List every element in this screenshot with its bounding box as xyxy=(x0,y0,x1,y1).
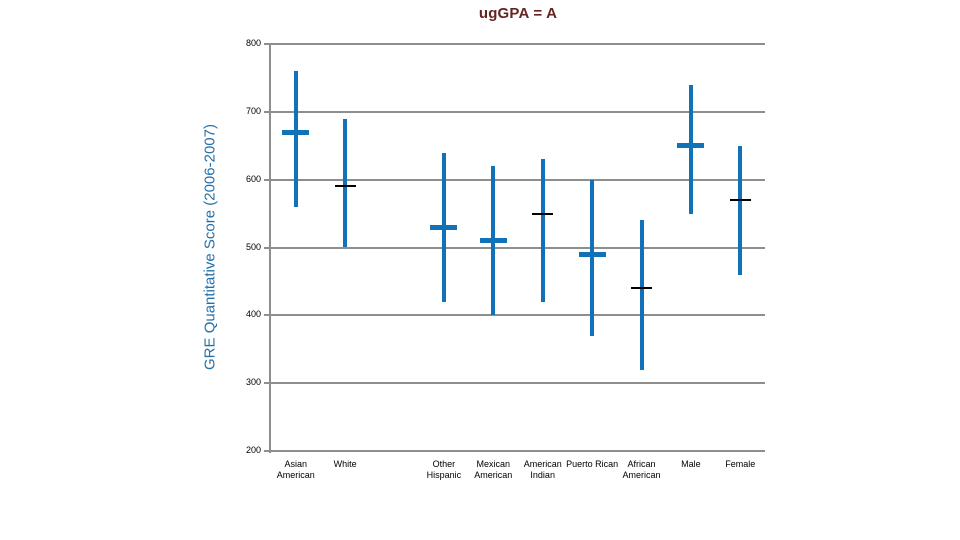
y-axis-tick xyxy=(264,314,271,317)
mean-marker xyxy=(430,224,458,230)
y-tick-label: 600 xyxy=(245,173,261,184)
plot-area: 800 700 600 500 400 300 200 Asian American White… xyxy=(246,38,765,480)
y-axis-tick xyxy=(264,178,271,181)
y-axis-tick xyxy=(264,246,271,249)
gridline xyxy=(271,43,765,45)
hilo-bar xyxy=(293,71,298,207)
gridline xyxy=(271,110,765,113)
category-label: African American xyxy=(622,459,661,480)
y-tick-label: 400 xyxy=(245,309,261,320)
chart-title: ugGPA = A xyxy=(478,5,558,22)
y-axis-tick xyxy=(264,43,271,45)
y-axis-tick xyxy=(264,450,271,452)
hilo-bar xyxy=(639,220,644,370)
gridline xyxy=(271,450,765,452)
y-axis-tick xyxy=(264,382,271,385)
mean-marker xyxy=(631,287,652,290)
y-tick-label: 700 xyxy=(245,105,261,116)
category-label: Puerto Rican xyxy=(566,459,619,469)
y-axis-label: GRE Quantitative Score (2006-2007) xyxy=(201,124,219,370)
gridline xyxy=(271,314,765,317)
y-tick-label: 300 xyxy=(245,377,261,388)
category-label: Male xyxy=(681,459,701,469)
category-label: Female xyxy=(725,459,756,469)
hilo-bar xyxy=(343,118,348,248)
hilo-bar xyxy=(688,84,693,214)
hilo-bar xyxy=(540,159,545,302)
gridline xyxy=(271,382,765,385)
y-tick-label: 200 xyxy=(245,445,261,455)
gridline xyxy=(271,178,765,181)
y-axis-line xyxy=(269,44,271,453)
mean-marker xyxy=(677,143,705,149)
y-axis-tick xyxy=(264,110,271,113)
category-label: Other Hispanic xyxy=(426,459,462,480)
mean-marker xyxy=(334,185,356,188)
category-label: American Indian xyxy=(523,459,562,480)
y-tick-label: 800 xyxy=(245,38,261,48)
mean-marker xyxy=(479,238,507,244)
mean-marker xyxy=(729,199,751,202)
mean-marker xyxy=(578,251,606,257)
category-label: White xyxy=(333,459,357,469)
category-label: Mexican American xyxy=(474,459,513,480)
mean-marker xyxy=(282,129,310,135)
y-tick-label: 500 xyxy=(245,241,261,252)
hilo-bar xyxy=(738,145,743,275)
hilo-bar xyxy=(590,179,595,336)
category-label: Asian American xyxy=(276,459,315,480)
gridline xyxy=(271,246,765,249)
mean-marker xyxy=(532,212,554,215)
